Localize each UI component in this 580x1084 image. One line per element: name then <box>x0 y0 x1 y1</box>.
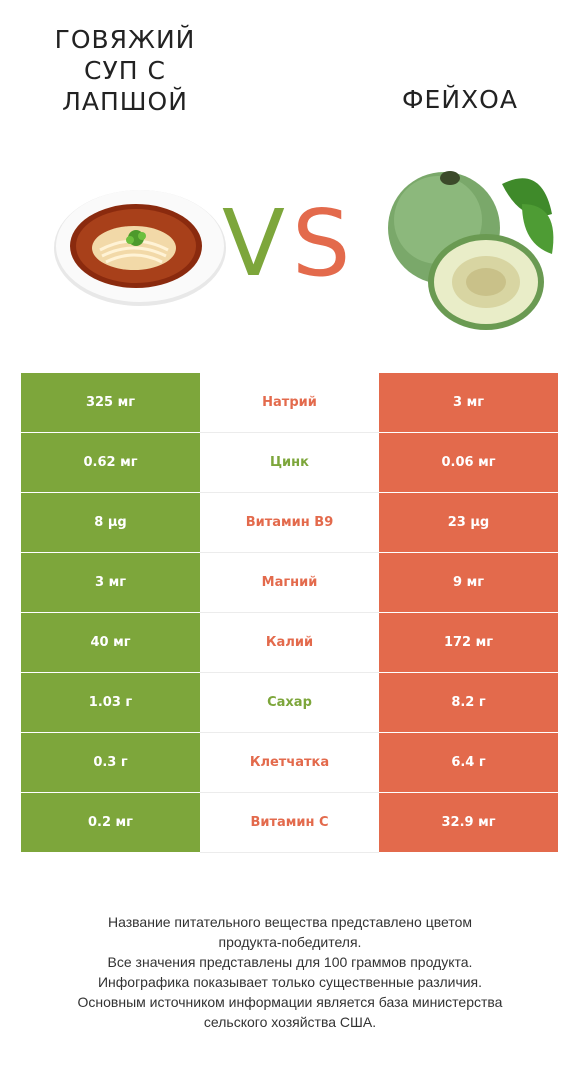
vs-letter-s: S <box>292 190 351 297</box>
nutrient-name: Натрий <box>200 373 379 433</box>
right-value: 3 мг <box>379 373 558 433</box>
footer-line: Основным источником информации является … <box>77 994 503 1030</box>
footer-line: Все значения представлены для 100 граммо… <box>107 954 473 970</box>
right-value: 172 мг <box>379 613 558 673</box>
nutrient-name: Магний <box>200 553 379 613</box>
right-value: 9 мг <box>379 553 558 613</box>
table-row: 1.03 г Сахар 8.2 г <box>21 673 558 733</box>
feijoa-image <box>388 171 554 330</box>
table-row: 325 мг Натрий 3 мг <box>21 373 558 433</box>
nutrient-name: Витамин C <box>200 793 379 853</box>
table-row: 40 мг Калий 172 мг <box>21 613 558 673</box>
right-product-title: ФЕЙХОА <box>402 85 518 114</box>
table-row: 0.62 мг Цинк 0.06 мг <box>21 433 558 493</box>
right-value: 23 µg <box>379 493 558 553</box>
left-value: 8 µg <box>21 493 200 553</box>
nutrient-name: Витамин B9 <box>200 493 379 553</box>
beef-noodle-soup-image <box>54 190 226 306</box>
nutrient-name: Сахар <box>200 673 379 733</box>
vs-letter-v: V <box>222 190 285 297</box>
footer-notes: Название питательного вещества представл… <box>20 912 560 1032</box>
left-value: 0.62 мг <box>21 433 200 493</box>
footer-line: Название питательного вещества представл… <box>107 914 473 950</box>
right-value: 6.4 г <box>379 733 558 793</box>
nutrient-name: Калий <box>200 613 379 673</box>
left-product-title: ГОВЯЖИЙ СУП С ЛАПШОЙ <box>54 25 196 116</box>
table-row: 0.3 г Клетчатка 6.4 г <box>21 733 558 793</box>
footer-line: Инфографика показывает только существенн… <box>97 974 483 990</box>
table-row: 3 мг Магний 9 мг <box>21 553 558 613</box>
right-value: 0.06 мг <box>379 433 558 493</box>
table-row: 8 µg Витамин B9 23 µg <box>21 493 558 553</box>
comparison-table: 325 мг Натрий 3 мг 0.62 мг Цинк 0.06 мг 8 µg Ви… <box>21 373 558 853</box>
left-value: 1.03 г <box>21 673 200 733</box>
left-value: 0.3 г <box>21 733 200 793</box>
table-row: 0.2 мг Витамин C 32.9 мг <box>21 793 558 853</box>
left-value: 325 мг <box>21 373 200 433</box>
right-value: 8.2 г <box>379 673 558 733</box>
nutrient-name: Клетчатка <box>200 733 379 793</box>
nutrient-name: Цинк <box>200 433 379 493</box>
left-value: 0.2 мг <box>21 793 200 853</box>
left-value: 40 мг <box>21 613 200 673</box>
right-value: 32.9 мг <box>379 793 558 853</box>
left-value: 3 мг <box>21 553 200 613</box>
